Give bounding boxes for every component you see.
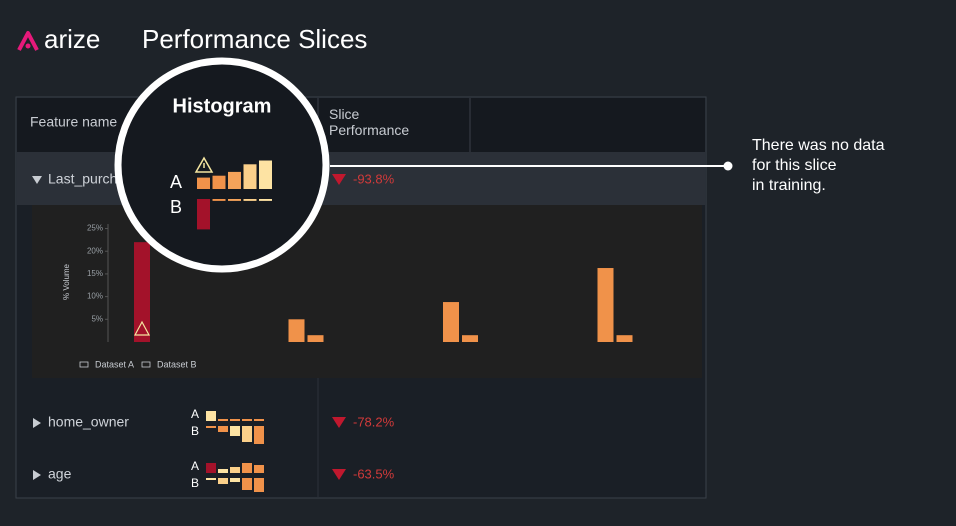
mini-bar: [242, 478, 252, 490]
mini-bar: [243, 164, 257, 189]
magnifier: Histogram A B: [114, 57, 330, 273]
mini-bar: [242, 426, 252, 442]
column-header: Slice Performance: [329, 106, 410, 138]
performance-value: -78.2%: [353, 414, 395, 429]
bar: [462, 335, 478, 342]
performance-arrow: [332, 417, 346, 428]
annotation: There was no data: [752, 137, 885, 154]
column-header: Histogram: [173, 95, 272, 117]
bar: [616, 335, 633, 342]
column-header-box: Slice Performance: [329, 106, 410, 138]
bar: [443, 302, 459, 342]
callout-dot: [723, 161, 733, 171]
mini-bar: [228, 199, 241, 201]
bar: [597, 268, 614, 342]
series-label: A: [191, 459, 199, 473]
y-tick-label: 5%: [91, 314, 103, 323]
mini-bar: [206, 478, 216, 480]
performance-arrow: [332, 174, 346, 185]
mini-bar: [254, 419, 264, 421]
expand-chevron: [32, 176, 42, 184]
mini-bar: [228, 171, 241, 189]
expand-chevron: [33, 418, 41, 428]
mini-bar: [230, 478, 240, 482]
mini-bar: [197, 177, 210, 189]
feature-name: home_owner: [48, 414, 129, 430]
mini-bar: [254, 465, 264, 473]
mini-bar: [230, 419, 240, 421]
logo-dot: [25, 43, 31, 49]
annotation: for this slice: [752, 157, 837, 174]
series-label: B: [191, 424, 199, 438]
mini-bar: [243, 199, 257, 201]
logo-icon: [17, 31, 39, 51]
mini-bar: [259, 199, 272, 201]
mini-bar: [254, 478, 264, 492]
y-tick-label: 15%: [87, 269, 103, 278]
legend-label: Dataset A: [95, 359, 134, 369]
mini-bar: [206, 426, 216, 428]
bar: [288, 319, 305, 342]
mini-bar: [218, 469, 228, 473]
mini-bar: [242, 463, 252, 473]
warning-icon: [133, 320, 151, 336]
series-label: B: [191, 476, 199, 490]
y-tick-label: 20%: [87, 246, 103, 255]
mini-bar: [212, 175, 226, 189]
mini-bar: [254, 426, 264, 444]
mini-bar: [218, 426, 228, 432]
mini-bar: [218, 419, 228, 421]
bar: [307, 335, 324, 342]
y-tick-label: 10%: [87, 292, 103, 301]
magnifier-circle: [114, 57, 330, 273]
mini-bar: [230, 426, 240, 436]
mini-bar: [259, 160, 272, 189]
mini-bar: [218, 478, 228, 484]
column-header: Feature name: [30, 114, 117, 130]
mini-bar: [212, 199, 226, 201]
y-axis-label: % Volume: [62, 263, 71, 300]
legend-swatch: [141, 361, 151, 368]
expanded-chart: 5% 10% 15% 20% 25% % Volume Dataset A Dataset B: [62, 224, 633, 369]
performance-value: -63.5%: [353, 466, 395, 481]
mini-bar: [230, 467, 240, 473]
logo-text: arize: [44, 24, 100, 54]
performance-arrow: [332, 469, 346, 480]
series-label: A: [191, 407, 199, 421]
mini-bar: [206, 463, 216, 473]
mini-bar: [206, 411, 216, 421]
page-title: Performance Slices: [142, 24, 367, 54]
y-tick-label: 25%: [87, 224, 103, 233]
table-rows: Last_purchase -93.8%home_owner -78.2%ABage…: [32, 171, 395, 492]
performance-value: -93.8%: [353, 171, 395, 186]
mini-bar: [197, 199, 210, 230]
series-label: A: [170, 172, 182, 192]
legend-label: Dataset B: [157, 359, 197, 369]
bar: [134, 242, 150, 342]
series-label: B: [170, 197, 182, 217]
feature-name: age: [48, 466, 72, 482]
expand-chevron: [33, 470, 41, 480]
mini-bar: [242, 419, 252, 421]
warning-icon: [194, 156, 214, 173]
legend-swatch: [79, 361, 89, 368]
annotation: in training.: [752, 177, 826, 194]
